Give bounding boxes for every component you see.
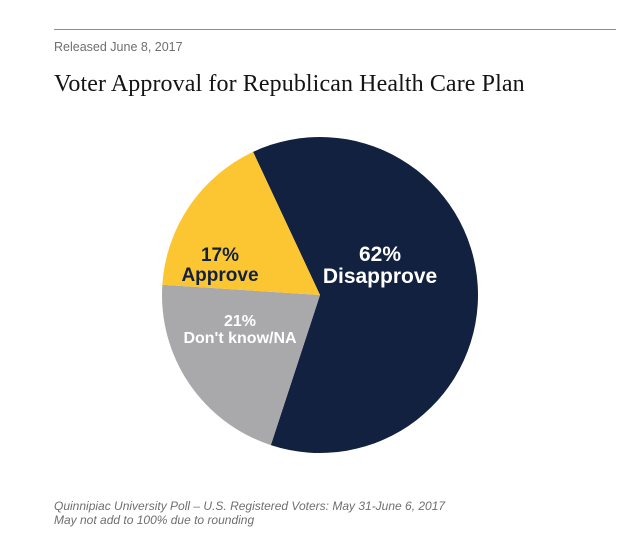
pie-percent-label-approve: 17% [201, 245, 239, 266]
rounding-note: May not add to 100% due to rounding [54, 513, 255, 527]
pie-slice-disapprove [253, 137, 478, 453]
pie-category-label-disapprove: Disapprove [323, 265, 437, 288]
release-date: Released June 8, 2017 [54, 40, 183, 54]
top-divider [54, 29, 616, 30]
pie-category-label-approve: Approve [181, 265, 258, 286]
source-note: Quinnipiac University Poll – U.S. Regist… [54, 499, 446, 513]
pie-category-label-don-t-know-na: Don't know/NA [183, 330, 297, 347]
pie-slice-approve [162, 151, 320, 295]
pie-percent-label-don-t-know-na: 21% [224, 313, 256, 330]
pie-slice-don-t-know-na [162, 284, 320, 446]
chart-title: Voter Approval for Republican Health Car… [54, 71, 525, 97]
pie-percent-label-disapprove: 62% [359, 243, 401, 266]
